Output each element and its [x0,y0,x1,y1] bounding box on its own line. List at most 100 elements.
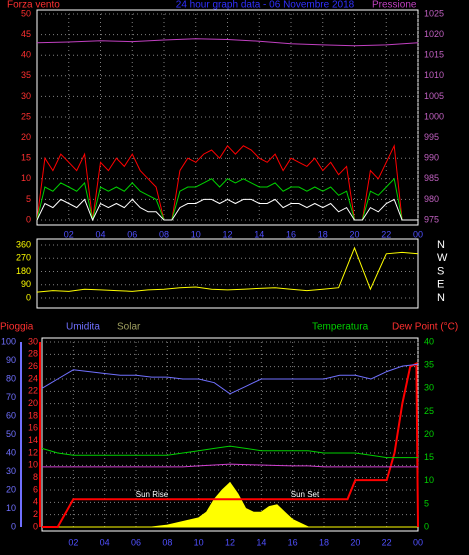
x-tick-label: 08 [162,537,172,547]
x-tick-label: 02 [68,537,78,547]
header-label: Solar [117,322,141,333]
series-line [41,445,418,459]
y-tick-label: 50 [21,8,31,18]
plot-frame [36,238,419,309]
y2-tick-label: 995 [424,132,439,142]
y-tick-label: 18 [28,410,38,420]
y2-tick-label: E [437,279,444,291]
y-tick-label: 30 [28,336,38,346]
x-tick-label: 16 [286,229,296,239]
series-line [36,198,418,222]
x-tick-label: 20 [350,537,360,547]
x-tick-label: 14 [254,229,264,239]
y2-tick-label: 1000 [424,111,444,121]
header-label: Pressione [372,0,417,11]
y2-tick-label: 5 [424,498,429,508]
series-area [42,481,418,528]
y2-tick-label: W [437,252,448,264]
y-tick-label: 26 [28,361,38,371]
annotation: Sun Rise [136,490,169,499]
y-tick-label: 0 [26,292,31,302]
x-tick-label: 20 [349,229,359,239]
y3-tick-label: 90 [6,355,16,365]
y2-tick-label: 1015 [424,50,444,60]
y-tick-label: 25 [21,111,31,121]
x-tick-label: 00 [413,229,423,239]
y3-tick-label: 80 [6,373,16,383]
y-tick-label: 10 [28,460,38,470]
y3-tick-label: 40 [6,447,16,457]
x-tick-label: 04 [95,229,105,239]
series-line [42,361,419,528]
y2-tick-label: 0 [424,521,429,531]
y2-tick-label: 1020 [424,29,444,39]
y3-tick-label: 30 [6,466,16,476]
y2-tick-label: 20 [424,429,434,439]
x-tick-label: 22 [381,229,391,239]
y-tick-label: 2 [33,509,38,519]
y2-tick-label: 1010 [424,70,444,80]
y2-tick-label: 35 [424,360,434,370]
series-line [41,363,419,395]
x-tick-label: 16 [288,537,298,547]
y-tick-label: 6 [33,484,38,494]
y-tick-label: 45 [21,29,31,39]
x-tick-label: 14 [256,537,266,547]
y2-tick-label: 975 [424,214,439,224]
header-label: Forza vento [7,0,60,11]
y-tick-label: 90 [21,279,31,289]
y2-tick-label: 30 [424,383,434,393]
y2-tick-label: 1025 [424,8,444,18]
x-tick-label: 12 [222,229,232,239]
y-tick-label: 5 [26,194,31,204]
x-tick-label: 10 [194,537,204,547]
y2-tick-label: 990 [424,153,439,163]
series-line [42,463,418,468]
x-tick-label: 10 [191,229,201,239]
x-tick-label: 08 [159,229,169,239]
header-label: Temperatura [312,322,369,333]
y-tick-label: 14 [28,435,38,445]
y3-tick-label: 100 [1,336,16,346]
y-tick-label: 0 [33,521,38,531]
annotation: Sun Set [291,490,320,499]
y-tick-label: 10 [21,173,31,183]
y2-tick-label: S [437,265,444,277]
y-tick-label: 16 [28,423,38,433]
header-label: Umidita [66,322,100,333]
y3-tick-label: 10 [6,503,16,513]
y3-tick-label: 0 [11,521,16,531]
y2-tick-label: N [437,292,445,304]
y-tick-label: 15 [21,153,31,163]
y3-tick-label: 20 [6,484,16,494]
y-tick-label: 20 [28,398,38,408]
y2-tick-label: 40 [424,336,434,346]
y-tick-label: 270 [16,253,31,263]
x-tick-label: 18 [319,537,329,547]
y-tick-label: 8 [33,472,38,482]
y-tick-label: 12 [28,447,38,457]
y-tick-label: 40 [21,50,31,60]
y2-tick-label: N [437,239,445,251]
y2-tick-label: 1005 [424,91,444,101]
x-tick-label: 12 [225,537,235,547]
y-tick-label: 22 [28,386,38,396]
x-tick-label: 04 [100,537,110,547]
x-tick-label: 22 [382,537,392,547]
series-line [36,246,419,293]
y3-tick-label: 70 [6,392,16,402]
y-tick-label: 4 [33,497,38,507]
y2-tick-label: 25 [424,406,434,416]
header-label: Dew Point (°C) [392,322,458,333]
x-tick-label: 02 [64,229,74,239]
x-tick-label: 06 [131,537,141,547]
y-tick-label: 20 [21,132,31,142]
x-tick-label: 18 [318,229,328,239]
y-tick-label: 28 [28,349,38,359]
y-tick-label: 35 [21,70,31,80]
y-tick-label: 180 [16,266,31,276]
header-label: 24 hour graph data - 06 Novembre 2018 [176,0,355,11]
x-tick-label: 06 [127,229,137,239]
